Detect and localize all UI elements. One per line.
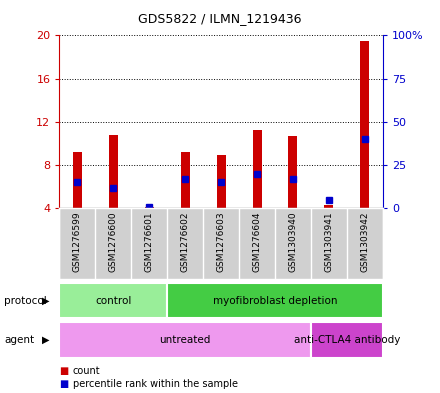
- Text: GSM1276602: GSM1276602: [181, 212, 190, 272]
- Text: ■: ■: [59, 379, 69, 389]
- Text: anti-CTLA4 antibody: anti-CTLA4 antibody: [293, 335, 400, 345]
- Text: myofibroblast depletion: myofibroblast depletion: [213, 296, 337, 306]
- Text: GSM1276604: GSM1276604: [253, 212, 261, 272]
- Text: percentile rank within the sample: percentile rank within the sample: [73, 379, 238, 389]
- Text: GDS5822 / ILMN_1219436: GDS5822 / ILMN_1219436: [138, 12, 302, 25]
- Text: ▶: ▶: [42, 296, 50, 306]
- Text: GSM1303940: GSM1303940: [289, 212, 297, 272]
- Bar: [360, 41, 369, 208]
- Bar: [311, 322, 383, 358]
- Text: GSM1276603: GSM1276603: [216, 212, 226, 272]
- Text: control: control: [95, 296, 132, 306]
- Bar: [216, 155, 226, 208]
- Text: GSM1276601: GSM1276601: [145, 212, 154, 272]
- Text: GSM1276600: GSM1276600: [109, 212, 118, 272]
- Bar: [324, 205, 334, 208]
- Bar: [59, 283, 167, 318]
- Bar: [59, 322, 311, 358]
- Text: ▶: ▶: [42, 335, 50, 345]
- Bar: [145, 207, 154, 208]
- Bar: [289, 136, 297, 208]
- Text: protocol: protocol: [4, 296, 47, 306]
- Bar: [109, 135, 118, 208]
- Bar: [73, 152, 82, 208]
- Bar: [167, 283, 383, 318]
- Bar: [181, 152, 190, 208]
- Text: GSM1303941: GSM1303941: [324, 212, 334, 272]
- Text: ■: ■: [59, 366, 69, 376]
- Text: untreated: untreated: [159, 335, 211, 345]
- Text: GSM1303942: GSM1303942: [360, 212, 369, 272]
- Text: count: count: [73, 366, 100, 376]
- Bar: [253, 130, 261, 208]
- Text: agent: agent: [4, 335, 34, 345]
- Text: GSM1276599: GSM1276599: [73, 212, 82, 272]
